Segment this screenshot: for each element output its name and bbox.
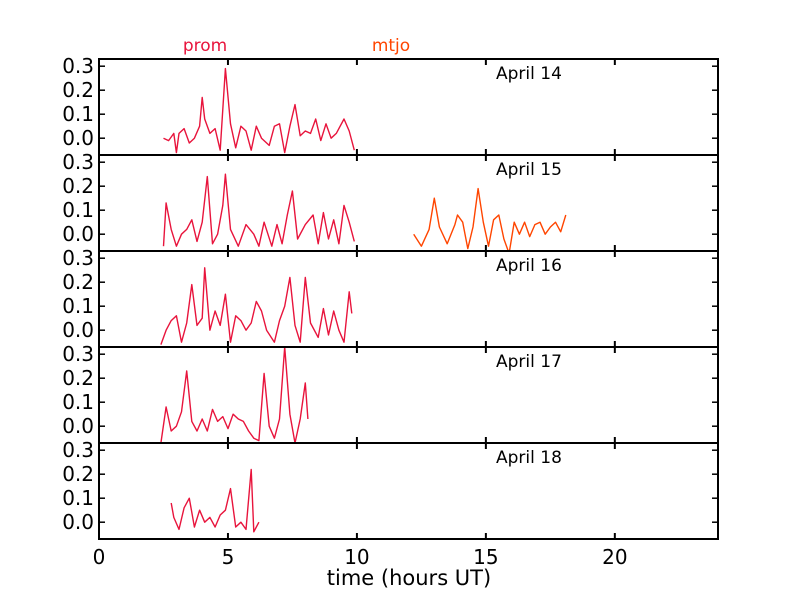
series-line-prom	[160, 267, 353, 345]
panel-5: 0.00.10.20.3 April 18	[62, 438, 719, 540]
panel-frame	[98, 442, 719, 540]
series-line-mtjo	[413, 187, 567, 251]
x-tick-label: 0	[93, 545, 106, 569]
panel-2: 0.00.10.20.3 April 15	[62, 150, 719, 252]
legend-prom: prom	[183, 36, 227, 56]
series-line-prom	[163, 67, 355, 154]
y-tick-label: 0.1	[62, 198, 94, 222]
y-tick-label: 0.1	[62, 390, 94, 414]
y-tick-label: 0.1	[62, 294, 94, 318]
y-tick-label: 0.3	[62, 54, 94, 78]
y-tick-label: 0.2	[62, 270, 94, 294]
y-tick-label: 0.3	[62, 246, 94, 270]
panels: 0.00.10.20.3 April 140.00.10.20.3 April 15…	[62, 54, 719, 540]
panel-label: April 14	[496, 64, 562, 84]
y-tick-label: 0.0	[62, 318, 94, 342]
y-tick-label: 0.2	[62, 462, 94, 486]
x-tick-label: 5	[222, 545, 235, 569]
legend-mtjo: mtjo	[372, 36, 410, 56]
y-tick-label: 0.0	[62, 414, 94, 438]
x-axis-label: time (hours UT)	[327, 566, 491, 590]
panel-4: 0.00.10.20.3 April 17	[62, 342, 719, 444]
panel-label: April 18	[496, 448, 562, 468]
y-tick-label: 0.1	[62, 486, 94, 510]
y-tick-label: 0.3	[62, 150, 94, 174]
y-tick-label: 0.0	[62, 126, 94, 150]
x-tick-label: 10	[344, 545, 369, 569]
series-line-prom	[170, 468, 260, 533]
panel-label: April 15	[496, 160, 562, 180]
x-axis: 0 5 10 15 20	[93, 545, 628, 569]
panel-label: April 16	[496, 256, 562, 276]
panel-label: April 17	[496, 352, 562, 372]
y-tick-label: 0.2	[62, 366, 94, 390]
panel-3: 0.00.10.20.3 April 16	[62, 246, 719, 348]
panel-frame	[98, 346, 719, 444]
y-tick-label: 0.0	[62, 510, 94, 534]
legend: prom mtjo	[183, 36, 410, 56]
series-line-prom	[160, 347, 309, 443]
y-tick-label: 0.1	[62, 102, 94, 126]
y-tick-label: 0.2	[62, 174, 94, 198]
panel-frame	[98, 250, 719, 348]
panel-frame	[98, 154, 719, 252]
panel-1: 0.00.10.20.3 April 14	[62, 54, 719, 156]
series-line-prom	[162, 173, 355, 247]
x-tick-label: 15	[473, 545, 498, 569]
y-tick-label: 0.3	[62, 342, 94, 366]
y-tick-label: 0.2	[62, 78, 94, 102]
x-tick-label: 20	[602, 545, 627, 569]
y-tick-label: 0.0	[62, 222, 94, 246]
y-tick-label: 0.3	[62, 438, 94, 462]
